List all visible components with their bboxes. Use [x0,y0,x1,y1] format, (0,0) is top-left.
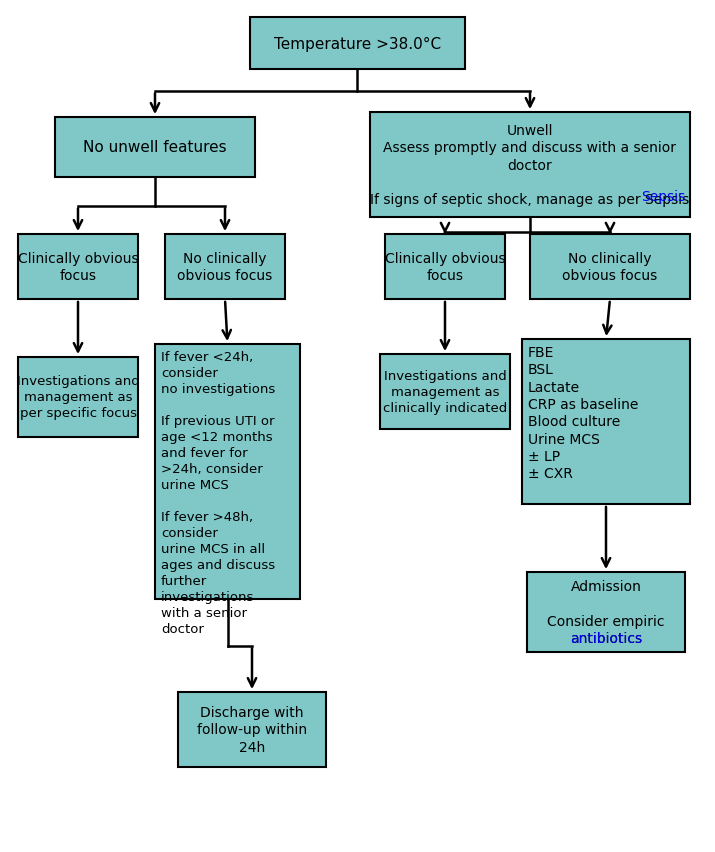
Text: Discharge with
follow-up within
24h: Discharge with follow-up within 24h [197,705,307,754]
Text: If fever <24h,
consider
no investigations

If previous UTI or
age <12 months
and: If fever <24h, consider no investigation… [161,350,275,636]
FancyBboxPatch shape [370,112,690,218]
FancyBboxPatch shape [522,340,690,504]
FancyBboxPatch shape [178,692,326,767]
FancyBboxPatch shape [155,344,300,599]
FancyBboxPatch shape [530,234,690,300]
Text: No clinically
obvious focus: No clinically obvious focus [563,251,658,283]
Text: Investigations and
management as
per specific focus: Investigations and management as per spe… [16,375,139,420]
FancyBboxPatch shape [18,358,138,437]
Text: FBE
BSL
Lactate
CRP as baseline
Blood culture
Urine MCS
± LP
± CXR: FBE BSL Lactate CRP as baseline Blood cu… [528,346,638,481]
FancyBboxPatch shape [385,234,505,300]
FancyBboxPatch shape [527,573,685,653]
Text: Sepsis: Sepsis [641,190,685,204]
Text: No clinically
obvious focus: No clinically obvious focus [177,251,272,283]
Text: No unwell features: No unwell features [83,141,227,155]
Text: Admission

Consider empiric
antibiotics: Admission Consider empiric antibiotics [547,579,665,645]
Text: Clinically obvious
focus: Clinically obvious focus [385,251,506,283]
Text: Clinically obvious
focus: Clinically obvious focus [18,251,138,283]
FancyBboxPatch shape [380,354,510,429]
Text: Unwell
Assess promptly and discuss with a senior
doctor

If signs of septic shoc: Unwell Assess promptly and discuss with … [370,124,690,207]
Text: antibiotics: antibiotics [570,630,642,645]
FancyBboxPatch shape [165,234,285,300]
Text: Investigations and
management as
clinically indicated: Investigations and management as clinica… [383,370,507,415]
FancyBboxPatch shape [55,118,255,178]
FancyBboxPatch shape [18,234,138,300]
Text: Temperature >38.0°C: Temperature >38.0°C [274,37,441,51]
FancyBboxPatch shape [250,18,465,70]
